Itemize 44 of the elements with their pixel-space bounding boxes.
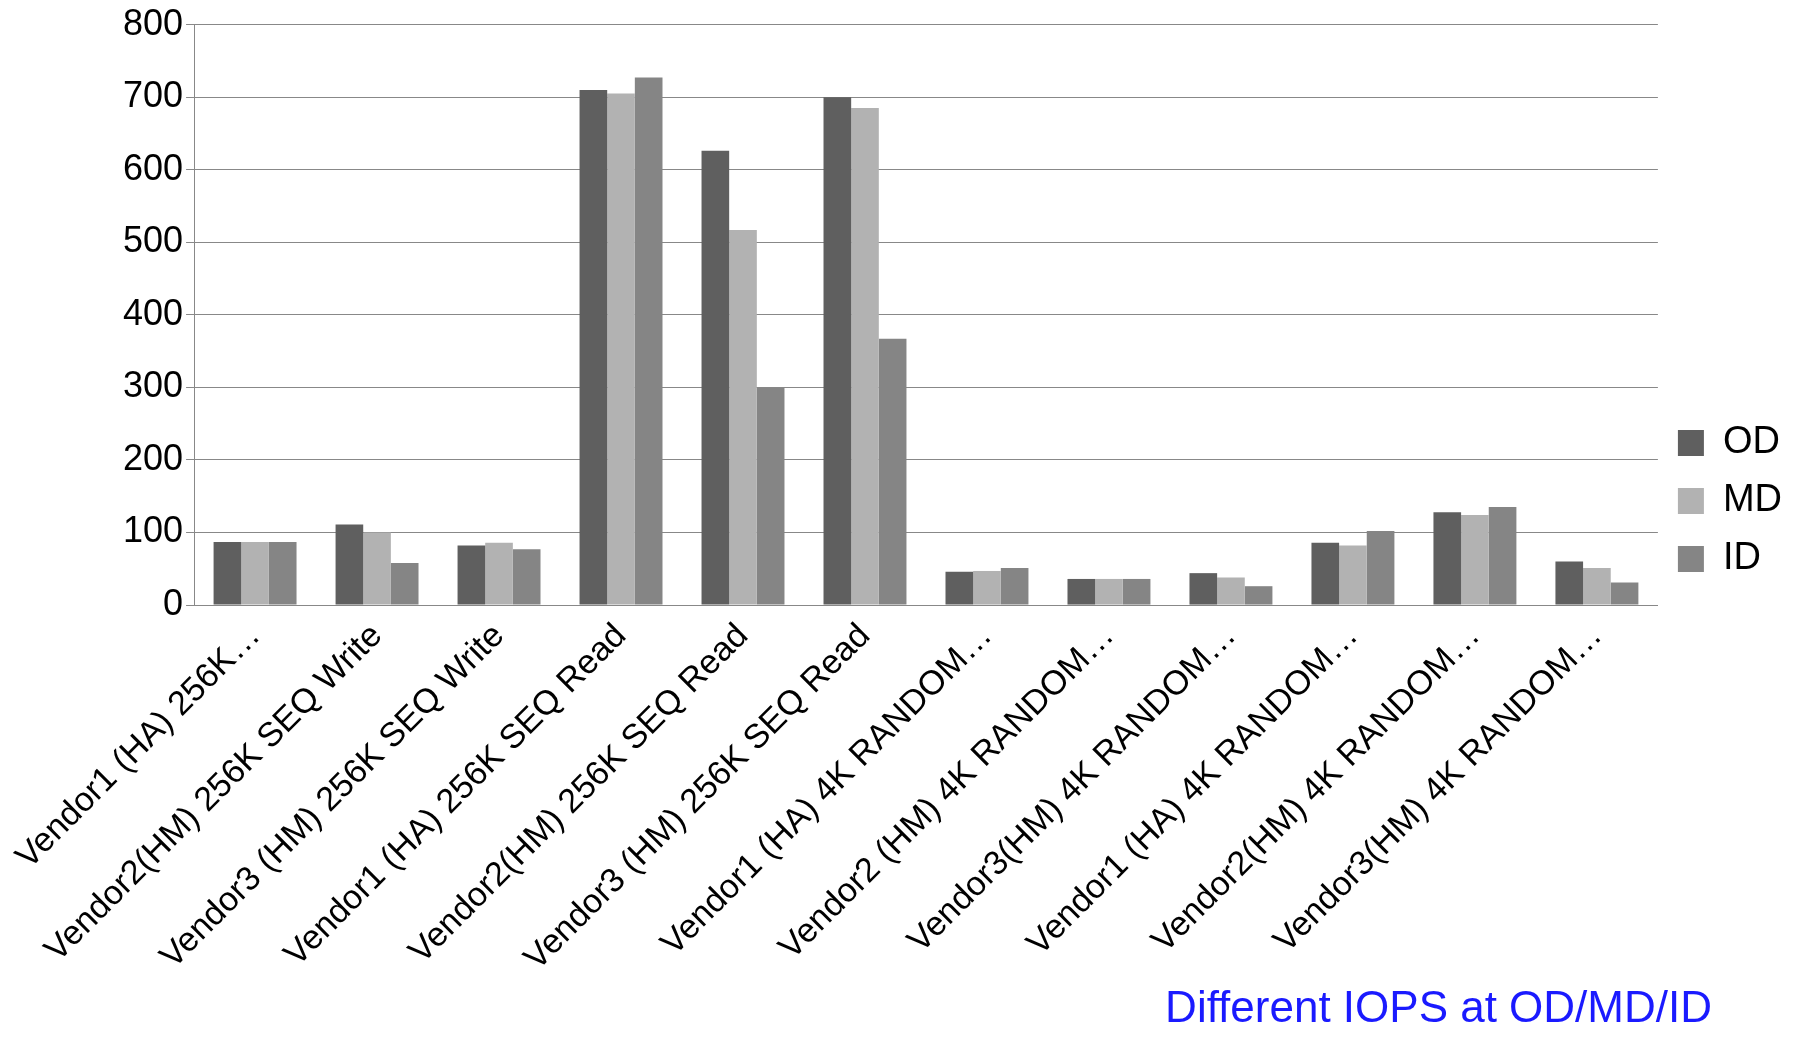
bar <box>1583 568 1611 605</box>
text: Different IOPS at OD/MD/ID <box>1165 982 1712 1032</box>
y-tick-label: 700 <box>122 74 184 116</box>
bar <box>729 229 757 605</box>
bar <box>851 108 879 605</box>
bar <box>1610 582 1639 605</box>
bar <box>268 541 297 605</box>
bar <box>1244 586 1273 605</box>
y-tick-label: 600 <box>122 146 184 188</box>
y-tick-label: 800 <box>122 1 184 43</box>
legend-label: MD <box>1722 477 1783 520</box>
bar <box>1217 577 1245 605</box>
bar <box>1000 568 1029 605</box>
bar <box>1461 515 1489 605</box>
bar <box>241 541 269 605</box>
bar <box>1339 545 1367 605</box>
bar <box>973 570 1001 605</box>
y-tick-label: 300 <box>122 364 184 406</box>
y-tick-label: 0 <box>163 581 184 623</box>
bar <box>823 97 852 605</box>
bar <box>1095 578 1123 605</box>
bar <box>485 542 513 605</box>
bar <box>213 541 242 605</box>
bar <box>1189 573 1218 605</box>
bar <box>945 571 974 605</box>
bar <box>701 150 730 605</box>
y-tick-label: 200 <box>122 436 184 478</box>
bar <box>335 524 364 605</box>
legend-label: ID <box>1722 535 1761 578</box>
bar <box>1311 542 1340 605</box>
y-tick-label: 100 <box>122 509 184 551</box>
bar <box>363 532 391 605</box>
bar <box>579 89 608 605</box>
bar <box>512 549 541 605</box>
bar <box>1433 512 1462 605</box>
legend-label: OD <box>1722 419 1780 462</box>
y-tick-label: 500 <box>122 219 184 261</box>
bar <box>1122 578 1151 605</box>
bar <box>457 545 486 605</box>
bar <box>607 93 635 605</box>
bar <box>390 562 419 605</box>
y-tick-label: 400 <box>122 291 184 333</box>
bar <box>1067 578 1096 605</box>
bar <box>1555 561 1584 605</box>
